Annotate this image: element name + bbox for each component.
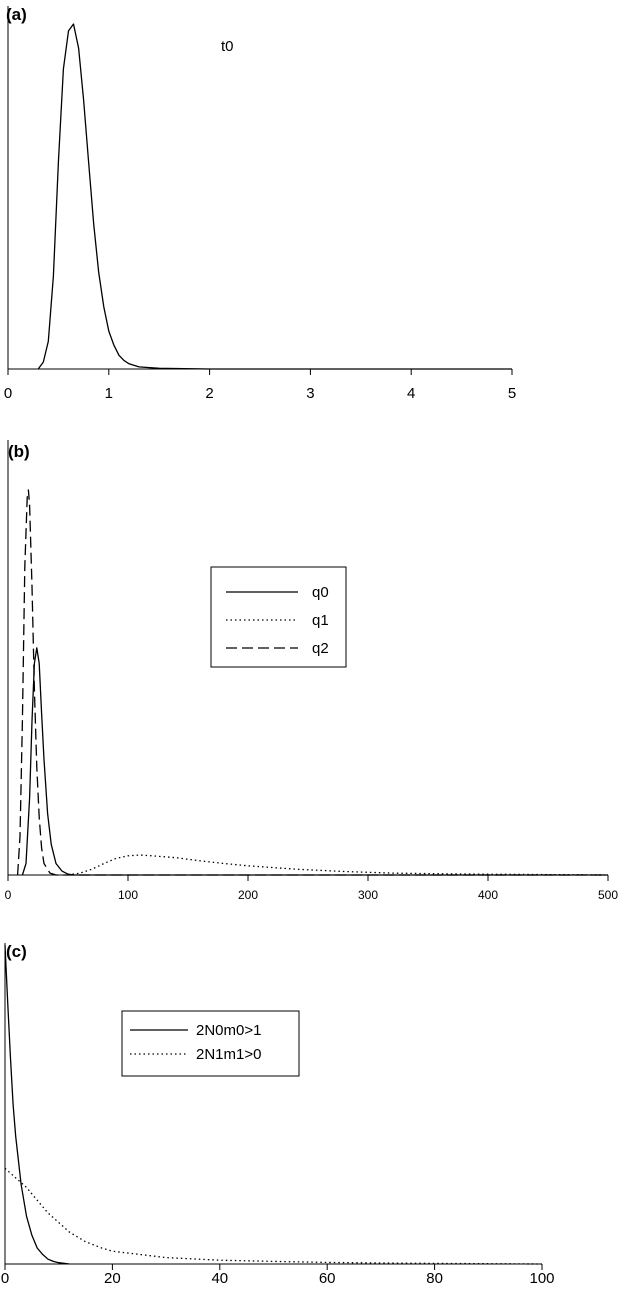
panel-c-legend-box [121, 1010, 300, 1077]
series-line-2n0m0-1 [4, 944, 70, 1265]
x-tick-label: 0 [5, 888, 12, 902]
panel-a: (a) t0 0 1 2 3 4 5 [4, 5, 516, 402]
panel-b-legend-box [210, 566, 347, 668]
x-tick-label: 3 [306, 385, 314, 402]
series-line-q1 [67, 854, 609, 876]
x-tick-label: 100 [118, 888, 138, 902]
panel-c-label: (c) [6, 942, 27, 961]
x-tick-label: 0 [1, 1270, 9, 1287]
panel-b-legend: q0 q1 q2 [210, 566, 347, 668]
x-tick-label: 1 [105, 385, 113, 402]
series-line-q2 [16, 489, 608, 876]
legend-q1-label: q1 [312, 612, 329, 629]
series-line-q0 [21, 647, 608, 876]
x-tick-label: 500 [598, 888, 618, 902]
x-tick-label: 4 [407, 385, 415, 402]
x-tick-label: 5 [508, 385, 516, 402]
x-tick-label: 0 [4, 385, 12, 402]
legend-2N0m0-label: 2N0m0>1 [196, 1022, 261, 1039]
panel-a-annotation: t0 [221, 38, 234, 55]
panel-b: (b) q0 q1 q2 0 100 200 300 400 500 [5, 440, 618, 902]
x-tick-label: 200 [238, 888, 258, 902]
x-tick-label: 80 [426, 1270, 443, 1287]
x-tick-label: 2 [205, 385, 213, 402]
x-tick-label: 60 [319, 1270, 336, 1287]
series-line-series-0 [37, 23, 512, 370]
legend-q2-label: q2 [312, 640, 329, 657]
x-tick-label: 400 [478, 888, 498, 902]
panel-a-label: (a) [6, 5, 27, 24]
panel-c: (c) 2N0m0>1 2N1m1>0 0 20 40 60 80 100 [1, 942, 555, 1287]
panel-b-label: (b) [8, 442, 30, 461]
legend-q0-label: q0 [312, 584, 329, 601]
x-tick-label: 40 [211, 1270, 228, 1287]
x-tick-label: 20 [104, 1270, 121, 1287]
legend-2N1m1-label: 2N1m1>0 [196, 1046, 261, 1063]
panel-c-legend: 2N0m0>1 2N1m1>0 [121, 1010, 300, 1077]
x-tick-label: 100 [529, 1270, 554, 1287]
series-line-2n1m1-0 [4, 1167, 543, 1265]
x-tick-label: 300 [358, 888, 378, 902]
